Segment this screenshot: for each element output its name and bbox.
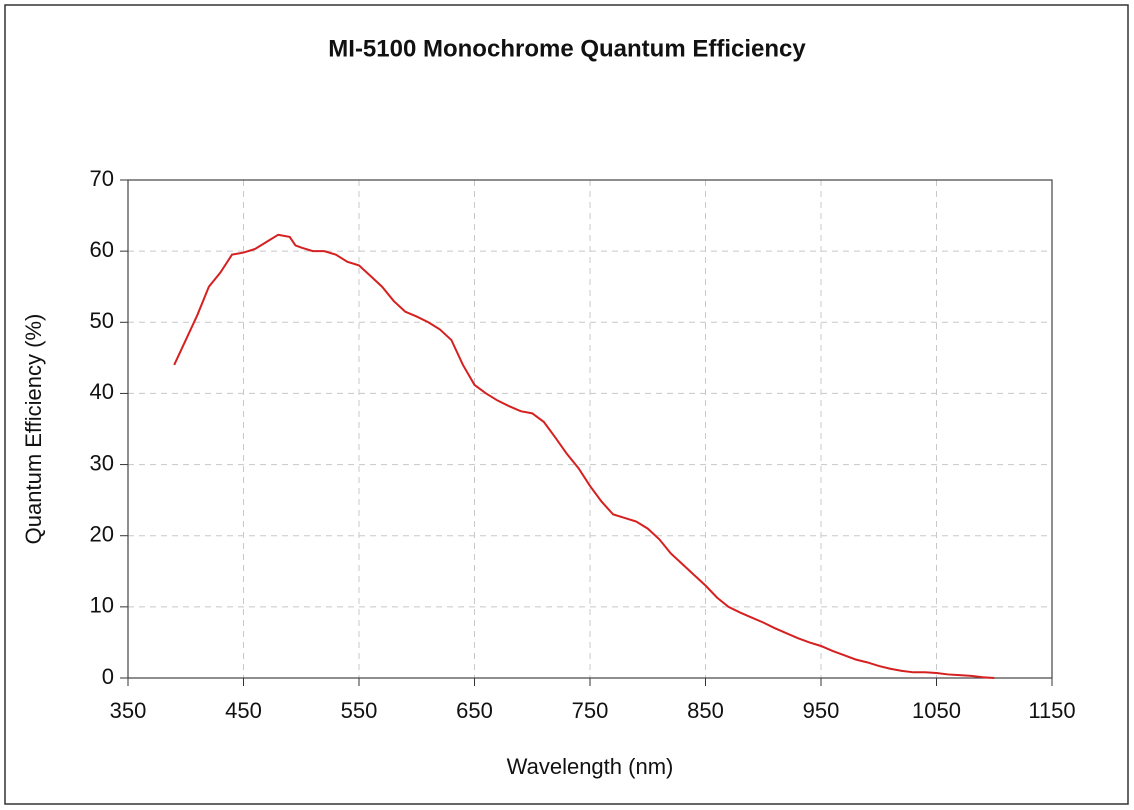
y-tick-label: 10 [90, 593, 114, 618]
frame [4, 4, 1129, 805]
x-tick-label: 650 [456, 698, 493, 723]
x-tick-label: 1150 [1028, 698, 1075, 723]
y-tick-label: 50 [90, 308, 114, 333]
x-tick-label: 1050 [912, 698, 961, 723]
plot-area [127, 179, 1053, 679]
chart-title: MI-5100 Monochrome Quantum Efficiency [328, 35, 806, 62]
y-tick-label: 60 [90, 237, 114, 262]
y-tick-label: 30 [90, 450, 114, 475]
x-tick-label: 950 [803, 698, 840, 723]
y-tick-label: 70 [90, 166, 114, 191]
x-tick-label: 450 [225, 698, 262, 723]
x-axis-label: Wavelength (nm) [507, 754, 674, 779]
x-tick-label: 850 [687, 698, 724, 723]
x-tick-label: 750 [572, 698, 609, 723]
y-tick-label: 20 [90, 522, 114, 547]
x-tick-label: 550 [341, 698, 378, 723]
y-tick-label: 40 [90, 379, 114, 404]
y-axis-label: Quantum Efficiency (%) [21, 314, 46, 545]
y-tick-label: 0 [102, 664, 114, 689]
data-line [173, 233, 995, 679]
x-tick-label: 350 [110, 698, 147, 723]
